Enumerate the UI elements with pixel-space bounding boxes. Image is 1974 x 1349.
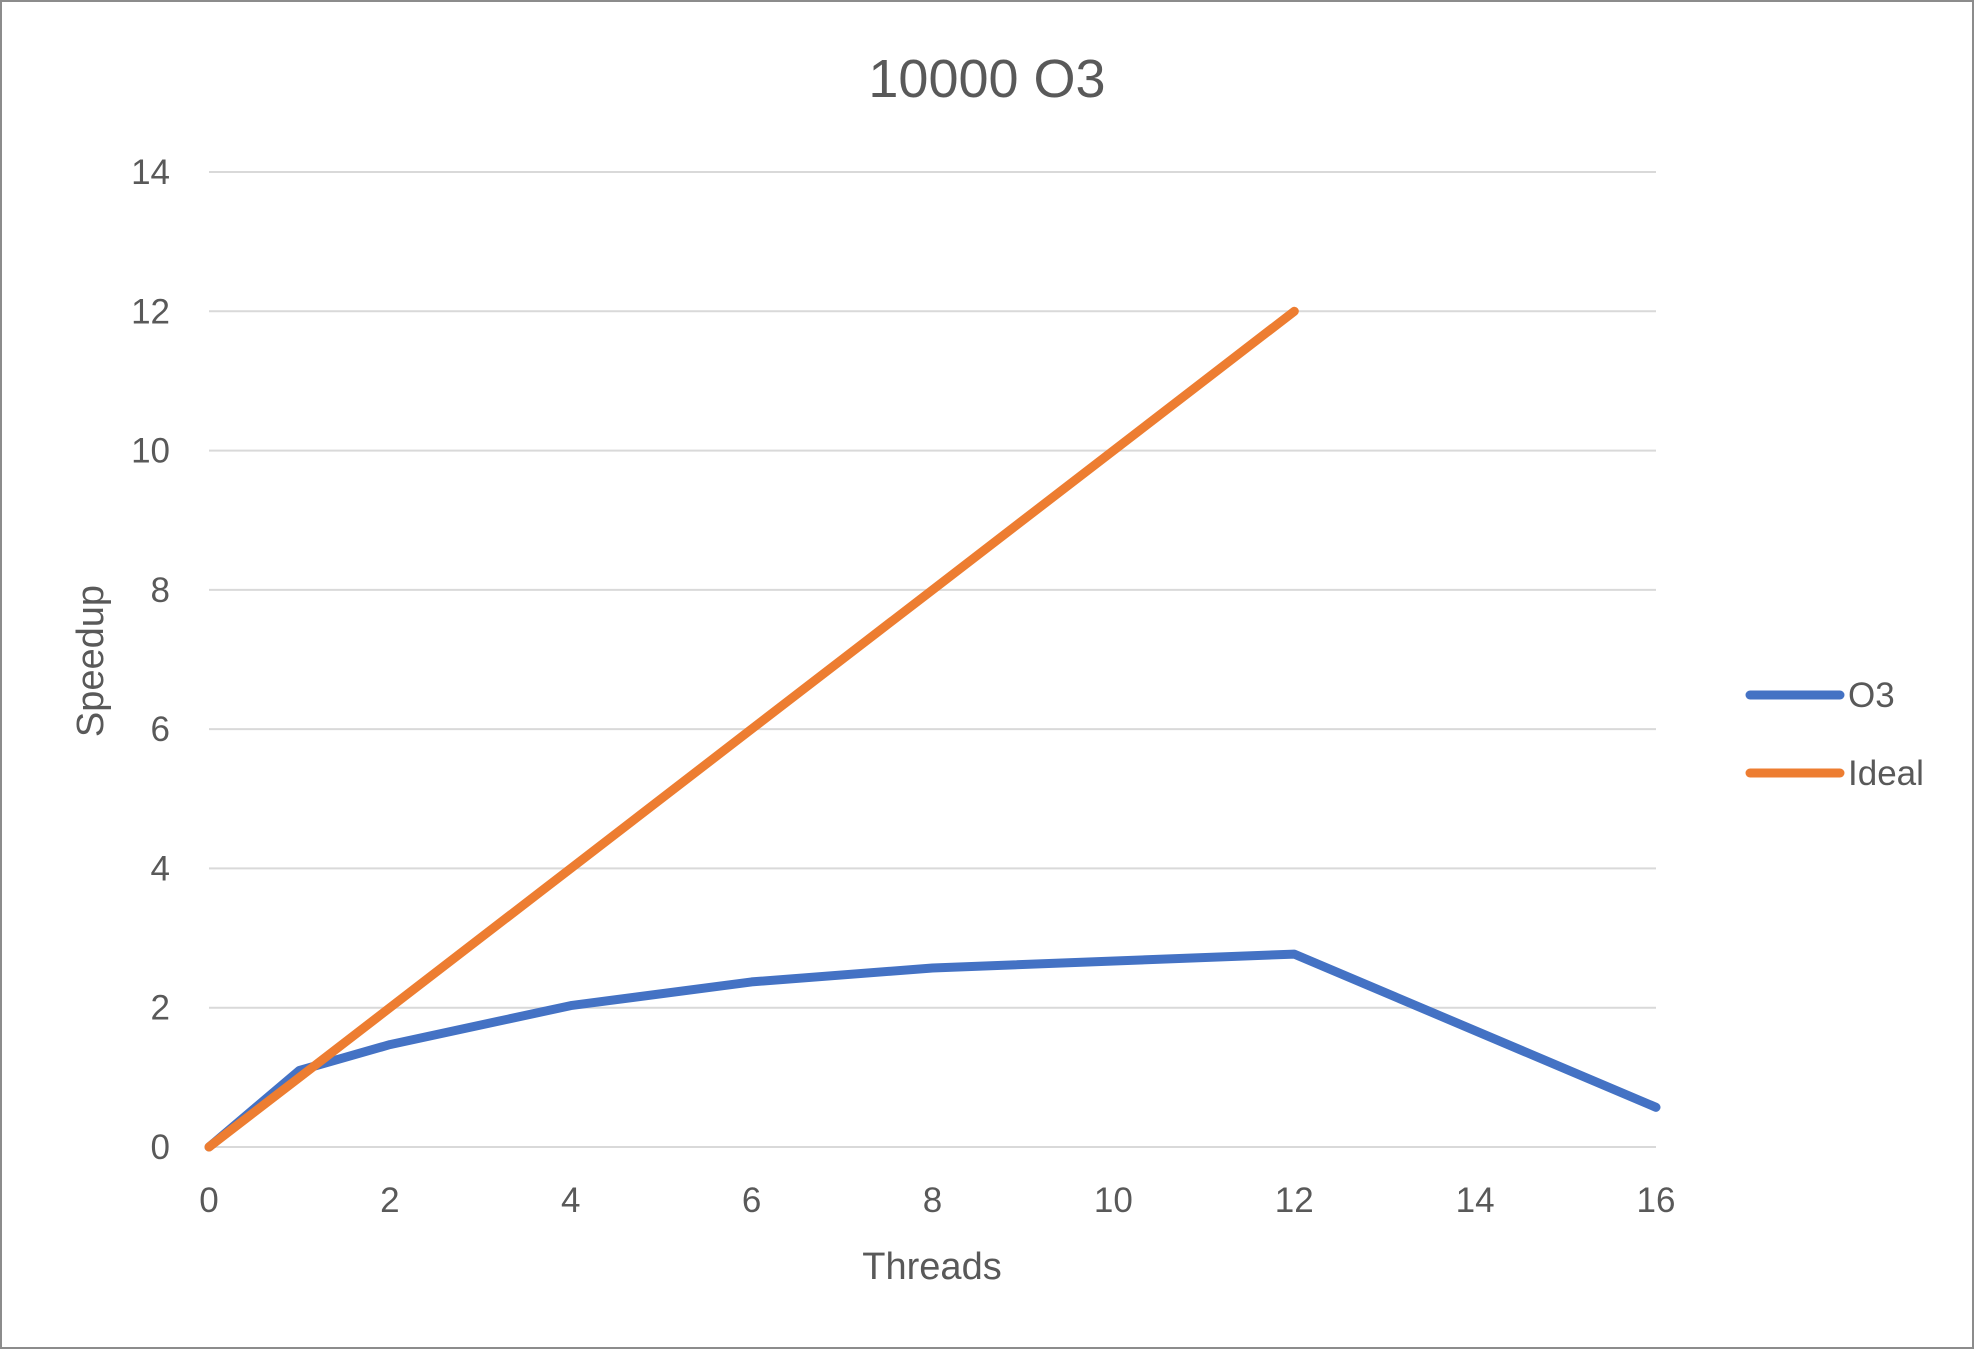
y-tick-label: 4 xyxy=(151,849,170,888)
y-tick-label: 6 xyxy=(151,710,170,749)
x-axis-title: Threads xyxy=(862,1246,1001,1288)
y-tick-label: 14 xyxy=(131,153,170,192)
x-tick-label: 0 xyxy=(199,1181,218,1220)
x-axis-ticks: 0 2 4 6 8 10 12 14 16 xyxy=(199,1181,1675,1220)
x-tick-label: 10 xyxy=(1094,1181,1133,1220)
chart-title: 10000 O3 xyxy=(868,49,1105,109)
y-tick-label: 2 xyxy=(151,989,170,1028)
x-tick-label: 8 xyxy=(923,1181,942,1220)
y-axis-title: Speedup xyxy=(70,585,112,737)
legend-label-ideal: Ideal xyxy=(1848,754,1924,793)
y-tick-label: 12 xyxy=(131,292,170,331)
x-tick-label: 16 xyxy=(1637,1181,1676,1220)
legend: O3 Ideal xyxy=(1745,676,1924,793)
series-line-ideal xyxy=(204,306,1299,1152)
y-tick-label: 10 xyxy=(131,432,170,471)
x-tick-label: 14 xyxy=(1456,1181,1495,1220)
y-axis-ticks: 0 2 4 6 8 10 12 14 xyxy=(131,153,170,1167)
y-tick-label: 8 xyxy=(151,571,170,610)
x-tick-label: 4 xyxy=(561,1181,580,1220)
x-tick-label: 12 xyxy=(1275,1181,1314,1220)
x-tick-label: 2 xyxy=(380,1181,399,1220)
y-tick-label: 0 xyxy=(151,1128,170,1167)
x-tick-label: 6 xyxy=(742,1181,761,1220)
legend-label-o3: O3 xyxy=(1848,676,1895,715)
series-lines xyxy=(204,306,1661,1152)
gridlines xyxy=(209,171,1656,1148)
